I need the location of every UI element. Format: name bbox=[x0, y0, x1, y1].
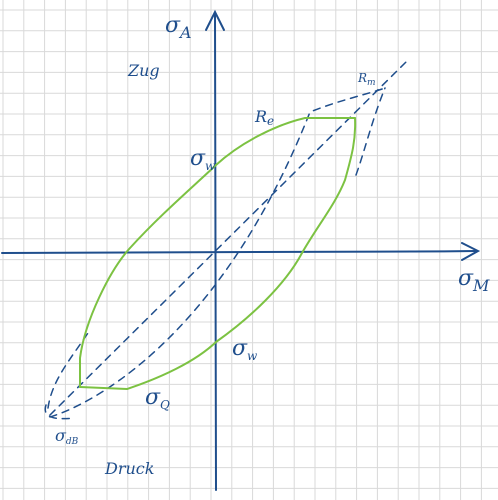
sigma-w-lower-label: σw bbox=[232, 336, 258, 363]
compression-region-label: Druck bbox=[104, 459, 154, 478]
upper-limit-dashed bbox=[49, 87, 386, 418]
y-axis-label: σA bbox=[165, 13, 192, 42]
rm-label: Rm bbox=[357, 71, 376, 88]
x-axis bbox=[1, 250, 477, 254]
re-label: Re bbox=[254, 107, 274, 128]
sigma-w-upper-label: σw bbox=[190, 146, 216, 173]
envelope-upper bbox=[79, 117, 356, 388]
sigma-db-label: σdB bbox=[55, 426, 79, 447]
envelope-lower bbox=[79, 117, 357, 390]
labels: σA σM Zug Druck Rm Re σw σw σQ σdB bbox=[55, 13, 490, 478]
y-axis-arrowhead bbox=[205, 9, 225, 31]
x-axis-label: σM bbox=[458, 266, 490, 295]
sigma-q-label: σQ bbox=[145, 385, 170, 412]
mean-stress-diagonal bbox=[49, 59, 409, 416]
y-axis bbox=[214, 13, 217, 491]
x-axis-arrowhead bbox=[461, 242, 481, 261]
compression-tail-dashed bbox=[44, 404, 76, 420]
fatigue-envelope bbox=[79, 117, 357, 390]
tension-region-label: Zug bbox=[127, 61, 160, 80]
axes bbox=[1, 9, 481, 491]
